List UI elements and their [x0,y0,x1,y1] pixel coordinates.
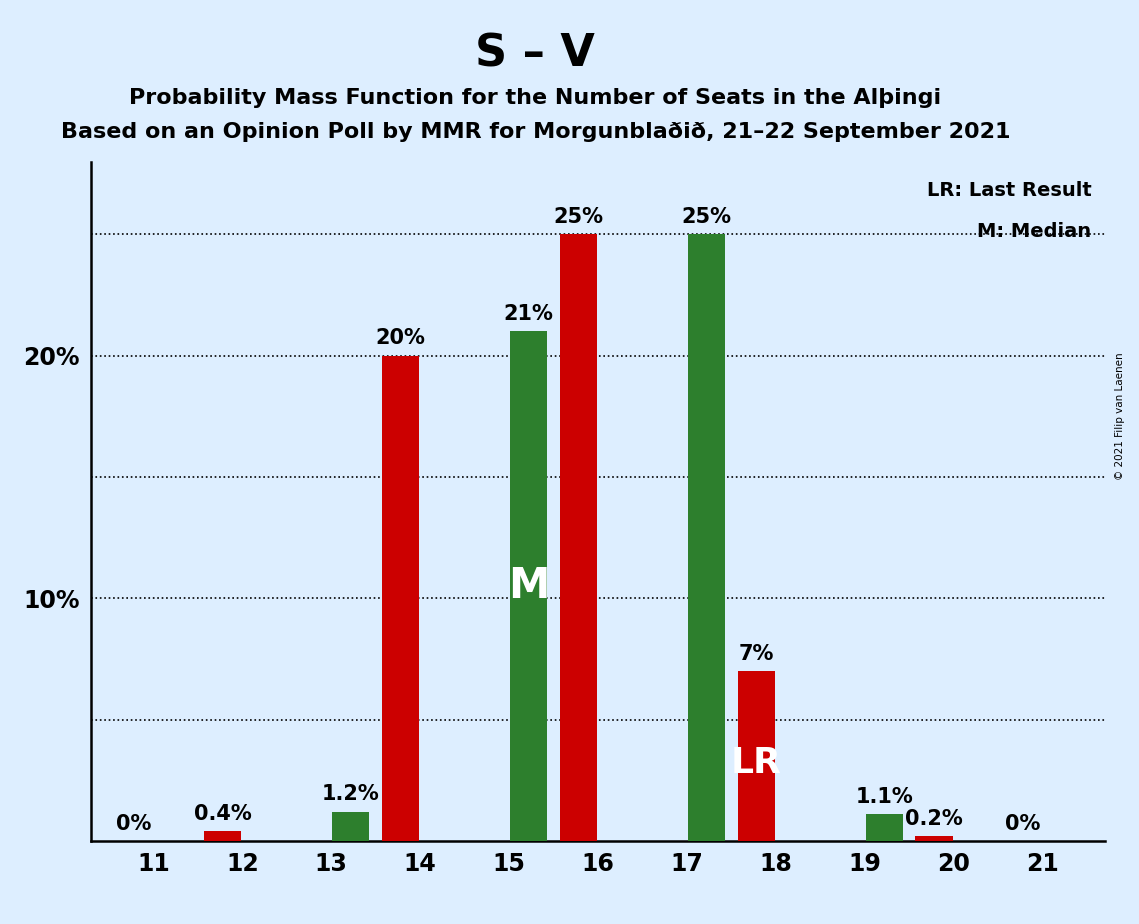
Bar [688,235,726,841]
Text: 0%: 0% [116,813,151,833]
Bar [382,356,419,841]
Text: 21%: 21% [503,304,554,324]
Text: M: Median: M: Median [977,223,1091,241]
Text: 1.1%: 1.1% [855,787,913,807]
Text: 25%: 25% [554,207,604,227]
Bar [333,812,369,841]
Text: M: M [508,565,549,607]
Text: 7%: 7% [738,644,773,663]
Text: © 2021 Filip van Laenen: © 2021 Filip van Laenen [1115,352,1124,480]
Bar [559,235,597,841]
Text: 0%: 0% [1006,813,1041,833]
Text: 25%: 25% [681,207,731,227]
Text: LR: LR [731,747,781,780]
Bar [738,671,775,841]
Text: Based on an Opinion Poll by MMR for Morgunblaðið, 21–22 September 2021: Based on an Opinion Poll by MMR for Morg… [60,122,1010,142]
Text: LR: Last Result: LR: Last Result [927,181,1091,201]
Text: 0.2%: 0.2% [906,808,962,829]
Text: 20%: 20% [376,328,426,348]
Bar [916,836,952,841]
Bar [204,832,241,841]
Bar [866,814,903,841]
Bar [510,332,547,841]
Text: 1.2%: 1.2% [322,784,379,805]
Text: S – V: S – V [475,32,596,76]
Text: 0.4%: 0.4% [194,804,252,824]
Text: Probability Mass Function for the Number of Seats in the Alþingi: Probability Mass Function for the Number… [129,88,942,108]
